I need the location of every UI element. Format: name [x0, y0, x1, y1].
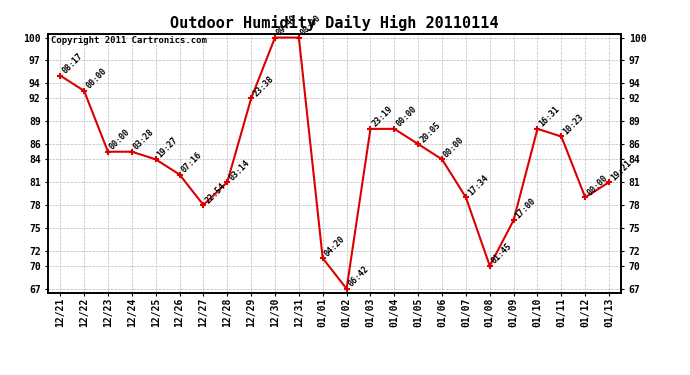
Text: 19:27: 19:27: [156, 135, 179, 159]
Text: 07:16: 07:16: [179, 150, 204, 174]
Text: 10:23: 10:23: [562, 112, 585, 136]
Text: 08:17: 08:17: [60, 52, 84, 76]
Text: 19:21: 19:21: [609, 158, 633, 182]
Text: 00:00: 00:00: [442, 135, 466, 159]
Text: 00:00: 00:00: [108, 128, 132, 152]
Text: 00:00: 00:00: [299, 13, 323, 38]
Text: 00:00: 00:00: [84, 67, 108, 91]
Text: 22:54: 22:54: [204, 181, 228, 205]
Title: Outdoor Humidity Daily High 20110114: Outdoor Humidity Daily High 20110114: [170, 15, 499, 31]
Text: 04:20: 04:20: [323, 234, 347, 258]
Text: Copyright 2011 Cartronics.com: Copyright 2011 Cartronics.com: [51, 36, 207, 45]
Text: 23:19: 23:19: [371, 105, 395, 129]
Text: 20:05: 20:05: [418, 120, 442, 144]
Text: 06:42: 06:42: [346, 265, 371, 289]
Text: 17:00: 17:00: [513, 196, 538, 220]
Text: 09:49: 09:49: [275, 13, 299, 38]
Text: 00:00: 00:00: [394, 105, 418, 129]
Text: 23:38: 23:38: [251, 74, 275, 99]
Text: 00:00: 00:00: [585, 173, 609, 197]
Text: 01:45: 01:45: [490, 242, 514, 266]
Text: 03:14: 03:14: [227, 158, 251, 182]
Text: 16:31: 16:31: [538, 105, 562, 129]
Text: 17:34: 17:34: [466, 173, 490, 197]
Text: 03:28: 03:28: [132, 128, 156, 152]
